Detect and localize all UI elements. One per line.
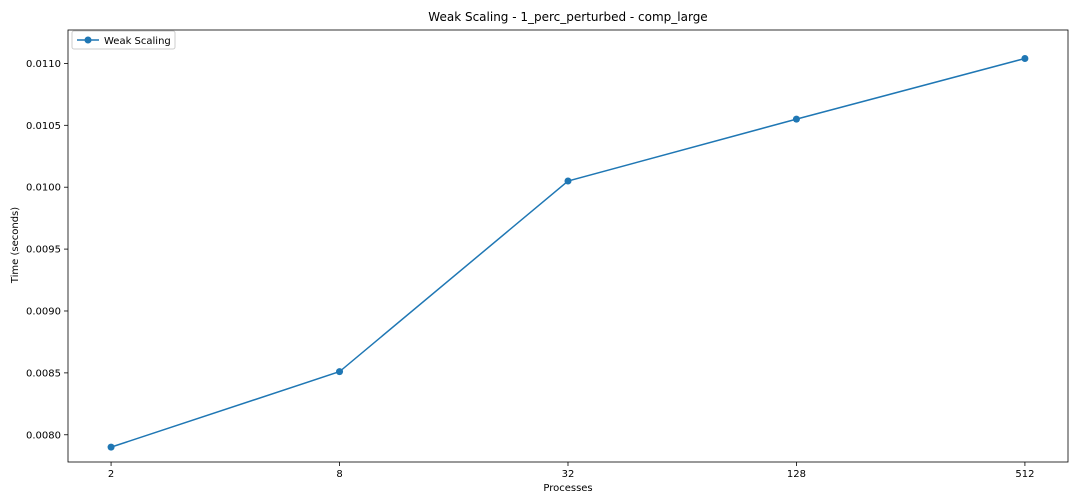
y-axis-ticks: 0.0080 0.0085 0.0090 0.0095 0.0100 0.0105 0.01… [26, 59, 68, 441]
data-point [564, 177, 572, 185]
data-point [1021, 54, 1029, 62]
y-axis-label: Time (seconds) [10, 207, 21, 284]
data-point [107, 443, 115, 451]
y-tick-label: 0.0110 [26, 59, 61, 70]
y-tick-label: 0.0100 [26, 183, 61, 194]
data-point [336, 368, 344, 376]
x-tick-label: 512 [1015, 469, 1034, 480]
y-tick-label: 0.0105 [26, 121, 61, 132]
data-point [792, 115, 800, 123]
y-tick-label: 0.0095 [26, 245, 61, 256]
x-tick-label: 8 [336, 469, 342, 480]
y-tick-label: 0.0090 [26, 306, 61, 317]
legend-box [71, 30, 176, 50]
legend: Weak Scaling [71, 30, 176, 50]
y-tick-label: 0.0085 [26, 368, 61, 379]
x-tick-label: 32 [562, 469, 575, 480]
x-tick-label: 2 [108, 469, 114, 480]
x-tick-label: 128 [787, 469, 806, 480]
y-tick-label: 0.0080 [26, 430, 61, 441]
legend-label-weak-scaling: Weak Scaling [104, 36, 171, 47]
series-layer [107, 54, 1029, 451]
legend-marker-swatch [84, 36, 92, 44]
x-axis-ticks: 2 8 32 128 512 [108, 462, 1034, 480]
chart-title: Weak Scaling - 1_perc_perturbed - comp_l… [428, 10, 707, 24]
x-axis-label: Processes [543, 483, 592, 494]
